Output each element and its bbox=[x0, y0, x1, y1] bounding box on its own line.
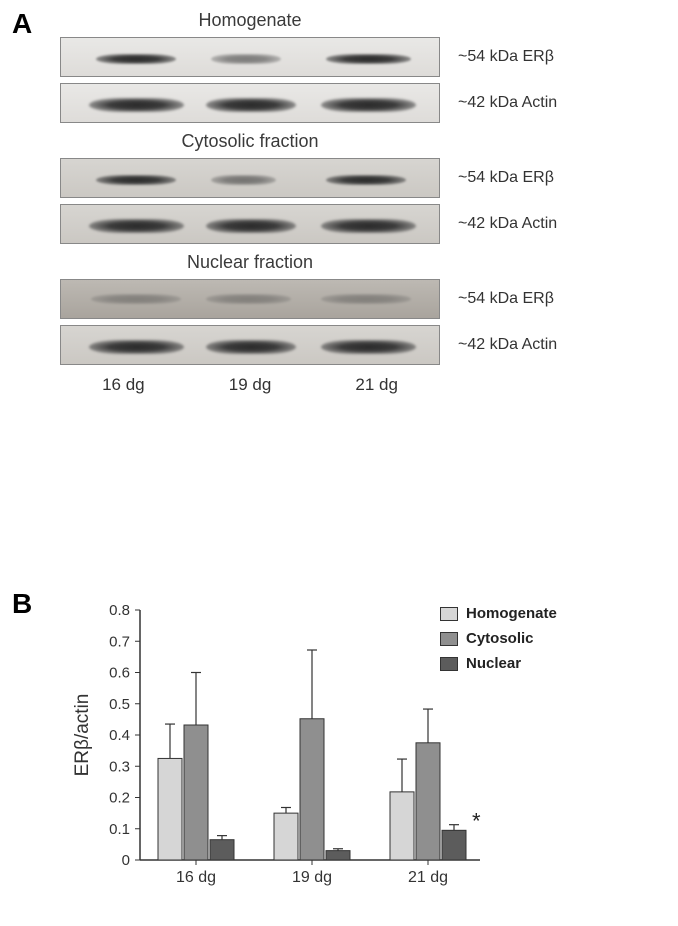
panel-b-label: B bbox=[12, 588, 32, 620]
blot-row: ~42 kDa Actin bbox=[60, 325, 630, 365]
svg-text:0.1: 0.1 bbox=[109, 821, 130, 838]
svg-text:0.7: 0.7 bbox=[109, 633, 130, 650]
blot-row: ~42 kDa Actin bbox=[60, 83, 630, 123]
svg-text:0: 0 bbox=[122, 852, 130, 869]
blot-image bbox=[60, 83, 440, 123]
bar bbox=[442, 830, 466, 860]
legend-item: Nuclear bbox=[440, 655, 557, 672]
blot-section: Cytosolic fraction ~54 kDa ERβ ~42 kDa Act… bbox=[60, 131, 630, 244]
svg-text:0.6: 0.6 bbox=[109, 665, 130, 682]
panel-a-blots: Homogenate~54 kDa ERβ~42 kDa ActinCytoso… bbox=[60, 10, 630, 395]
blot-row: ~54 kDa ERβ bbox=[60, 37, 630, 77]
svg-text:0.4: 0.4 bbox=[109, 727, 130, 744]
bar bbox=[326, 851, 350, 860]
blot-image bbox=[60, 37, 440, 77]
blot-band-label: ~54 kDa ERβ bbox=[458, 48, 554, 66]
legend-swatch bbox=[440, 657, 458, 671]
blot-band-label: ~42 kDa Actin bbox=[458, 215, 557, 233]
blot-band-label: ~42 kDa Actin bbox=[458, 94, 557, 112]
blot-section: Homogenate ~54 kDa ERβ ~42 kDa Actin bbox=[60, 10, 630, 123]
svg-text:16 dg: 16 dg bbox=[176, 869, 216, 886]
panel-a-label: A bbox=[12, 8, 32, 40]
svg-text:19 dg: 19 dg bbox=[292, 869, 332, 886]
legend-item: Homogenate bbox=[440, 605, 557, 622]
legend-swatch bbox=[440, 607, 458, 621]
bar bbox=[390, 792, 414, 860]
legend-swatch bbox=[440, 632, 458, 646]
blot-band-label: ~42 kDa Actin bbox=[458, 336, 557, 354]
svg-text:21 dg: 21 dg bbox=[408, 869, 448, 886]
blot-image bbox=[60, 204, 440, 244]
legend-label: Homogenate bbox=[466, 605, 557, 622]
bar bbox=[300, 719, 324, 860]
legend-item: Cytosolic bbox=[440, 630, 557, 647]
blot-section-title: Homogenate bbox=[60, 10, 440, 31]
svg-text:ERβ/actin: ERβ/actin bbox=[72, 694, 93, 777]
blot-row: ~54 kDa ERβ bbox=[60, 158, 630, 198]
svg-text:0.5: 0.5 bbox=[109, 696, 130, 713]
svg-text:0.3: 0.3 bbox=[109, 758, 130, 775]
bar bbox=[416, 743, 440, 860]
lane-labels: 16 dg19 dg21 dg bbox=[60, 375, 440, 395]
legend-label: Cytosolic bbox=[466, 630, 534, 647]
blot-image bbox=[60, 279, 440, 319]
chart-legend: Homogenate Cytosolic Nuclear bbox=[440, 605, 557, 680]
bar bbox=[274, 813, 298, 860]
blot-row: ~42 kDa Actin bbox=[60, 204, 630, 244]
bar bbox=[184, 725, 208, 860]
blot-band-label: ~54 kDa ERβ bbox=[458, 290, 554, 308]
blot-section-title: Nuclear fraction bbox=[60, 252, 440, 273]
lane-label: 21 dg bbox=[313, 375, 440, 395]
svg-text:0.2: 0.2 bbox=[109, 790, 130, 807]
bar bbox=[210, 840, 234, 860]
blot-section: Nuclear fraction ~54 kDa ERβ ~42 kDa Actin bbox=[60, 252, 630, 365]
blot-image bbox=[60, 325, 440, 365]
blot-image bbox=[60, 158, 440, 198]
blot-row: ~54 kDa ERβ bbox=[60, 279, 630, 319]
bar bbox=[158, 758, 182, 860]
svg-text:0.8: 0.8 bbox=[109, 602, 130, 619]
blot-band-label: ~54 kDa ERβ bbox=[458, 169, 554, 187]
legend-label: Nuclear bbox=[466, 655, 521, 672]
lane-label: 16 dg bbox=[60, 375, 187, 395]
blot-section-title: Cytosolic fraction bbox=[60, 131, 440, 152]
svg-text:*: * bbox=[472, 809, 481, 834]
lane-label: 19 dg bbox=[187, 375, 314, 395]
